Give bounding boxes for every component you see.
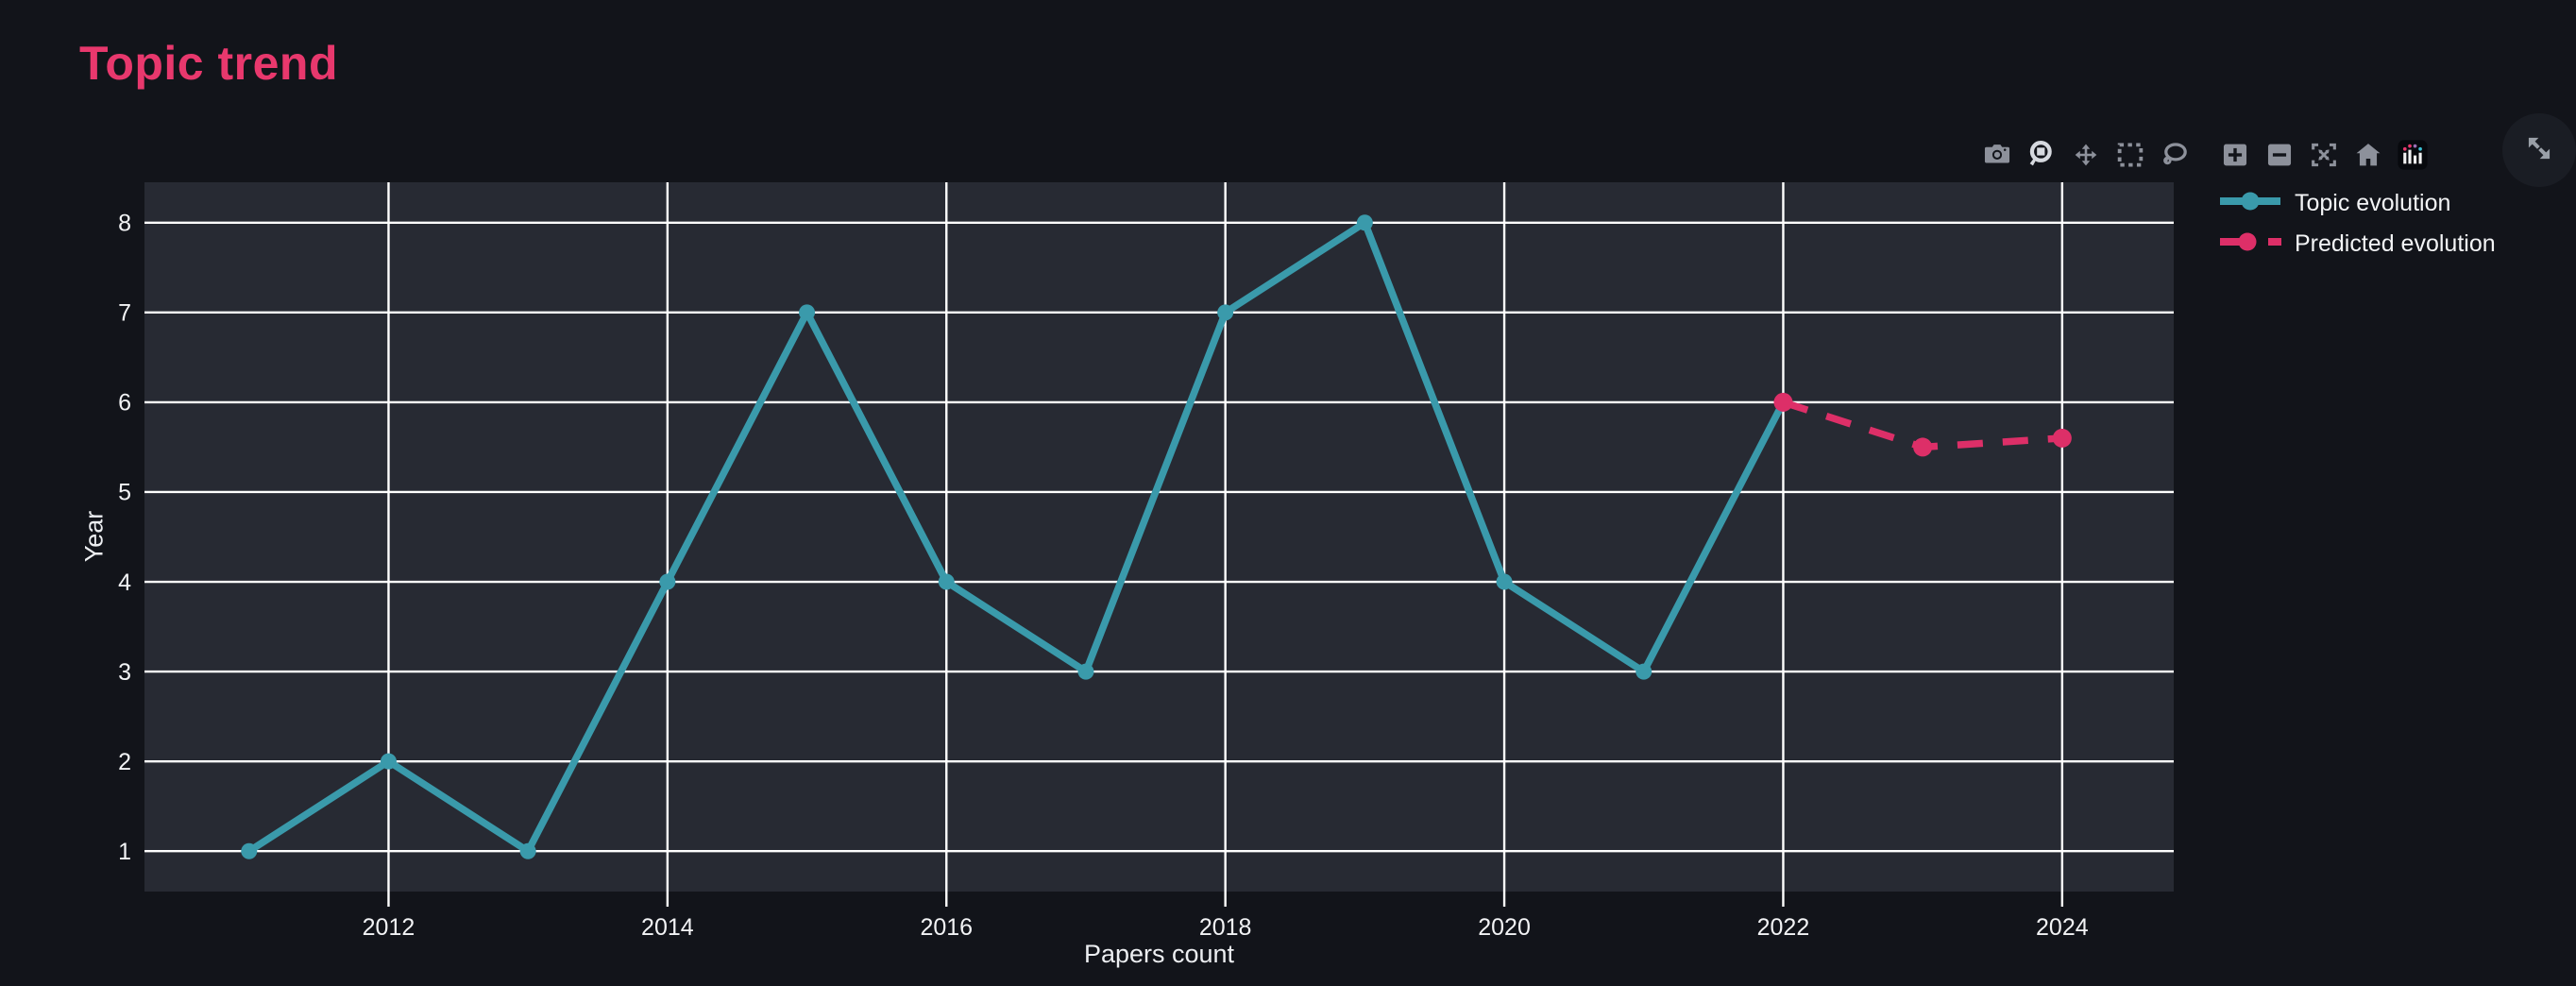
x-tick-label: 2012 bbox=[363, 914, 415, 941]
data-point[interactable] bbox=[519, 842, 536, 859]
camera-download-icon[interactable] bbox=[1981, 136, 2013, 174]
plot-area[interactable] bbox=[144, 182, 2174, 892]
y-tick-label: 1 bbox=[118, 839, 131, 865]
autoscale-icon[interactable] bbox=[2308, 136, 2340, 174]
plotly-logo-icon[interactable] bbox=[2397, 136, 2429, 174]
modebar bbox=[1981, 136, 2441, 174]
x-tick-label: 2014 bbox=[641, 914, 694, 941]
x-tick-label: 2022 bbox=[1757, 914, 1810, 941]
data-point[interactable] bbox=[1773, 392, 1793, 412]
zoom-in-icon[interactable] bbox=[2219, 136, 2251, 174]
data-point[interactable] bbox=[659, 573, 676, 590]
fullscreen-button[interactable] bbox=[2502, 113, 2576, 187]
x-tick-label: 2024 bbox=[2036, 914, 2089, 941]
predicted-evolution-dash-swatch bbox=[2219, 230, 2281, 259]
reset-axes-home-icon[interactable] bbox=[2352, 136, 2384, 174]
y-tick-label: 8 bbox=[118, 211, 131, 237]
lasso-select-icon[interactable] bbox=[2159, 136, 2191, 174]
zoom-icon[interactable] bbox=[2025, 136, 2058, 174]
data-point[interactable] bbox=[1913, 437, 1933, 457]
legend-label: Topic evolution bbox=[2295, 190, 2451, 216]
y-tick-label: 3 bbox=[118, 659, 131, 686]
expand-fullscreen-icon bbox=[2521, 130, 2557, 171]
y-tick-label: 6 bbox=[118, 390, 131, 416]
data-point[interactable] bbox=[1217, 304, 1234, 321]
data-point[interactable] bbox=[1356, 214, 1373, 231]
topic-evolution-line-swatch bbox=[2219, 189, 2281, 218]
x-tick-label: 2018 bbox=[1199, 914, 1252, 941]
chart-legend: Topic evolution Predicted evolution bbox=[2219, 189, 2496, 259]
box-select-icon[interactable] bbox=[2114, 136, 2146, 174]
pan-icon[interactable] bbox=[2070, 136, 2102, 174]
legend-label: Predicted evolution bbox=[2295, 230, 2496, 257]
x-tick-label: 2020 bbox=[1478, 914, 1531, 941]
y-tick-label: 2 bbox=[118, 749, 131, 775]
y-axis-title: Year bbox=[79, 510, 109, 563]
data-point[interactable] bbox=[2052, 428, 2072, 448]
legend-item-predicted-evolution[interactable]: Predicted evolution bbox=[2219, 230, 2496, 259]
y-tick-label: 7 bbox=[118, 300, 131, 327]
data-point[interactable] bbox=[938, 573, 955, 590]
page-title: Topic trend bbox=[79, 37, 339, 90]
data-point[interactable] bbox=[1077, 663, 1094, 680]
y-tick-label: 4 bbox=[118, 570, 131, 596]
data-point[interactable] bbox=[799, 304, 816, 321]
data-point[interactable] bbox=[1635, 663, 1652, 680]
data-point[interactable] bbox=[1496, 573, 1513, 590]
x-axis-title: Papers count bbox=[1083, 940, 1235, 968]
series-line[interactable] bbox=[246, 219, 1788, 855]
legend-item-topic-evolution[interactable]: Topic evolution bbox=[2219, 189, 2496, 218]
x-tick-label: 2016 bbox=[920, 914, 973, 941]
zoom-out-icon[interactable] bbox=[2263, 136, 2296, 174]
data-point[interactable] bbox=[380, 753, 397, 770]
data-point[interactable] bbox=[241, 842, 258, 859]
y-tick-label: 5 bbox=[118, 480, 131, 506]
